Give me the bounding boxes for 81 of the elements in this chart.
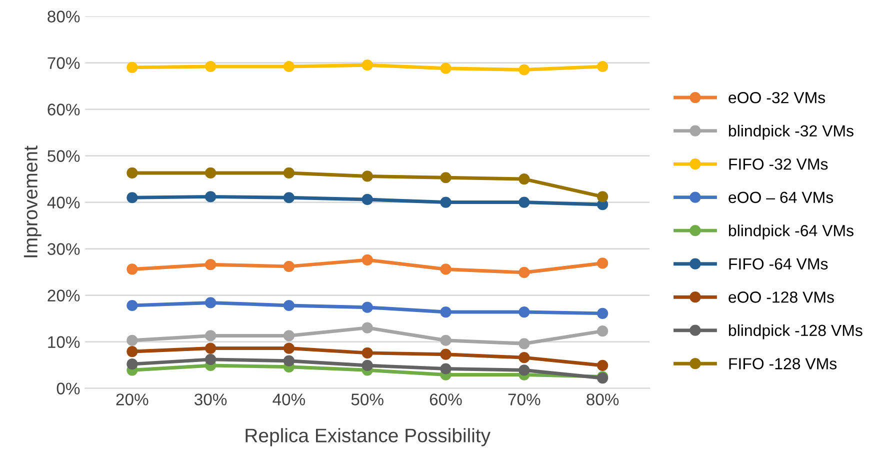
x-tick-label: 20% xyxy=(116,394,148,406)
y-tick-label: 20% xyxy=(48,290,80,302)
y-tick-label: 70% xyxy=(48,57,80,69)
point xyxy=(518,266,530,278)
point xyxy=(283,60,295,72)
point xyxy=(597,191,608,202)
point xyxy=(518,306,530,318)
x-tick-label: 40% xyxy=(272,394,306,406)
point xyxy=(597,326,608,337)
point xyxy=(205,354,216,365)
point xyxy=(518,364,530,376)
point xyxy=(440,196,452,208)
x-tick-label: 60% xyxy=(430,394,462,406)
point xyxy=(205,330,216,342)
point xyxy=(126,358,138,370)
point xyxy=(126,334,138,346)
point xyxy=(126,346,138,358)
point xyxy=(518,196,530,208)
point xyxy=(362,347,373,358)
x-tick-label: 30% xyxy=(194,394,227,406)
y-tick-label: 0% xyxy=(56,382,80,394)
point xyxy=(205,60,216,72)
legend-label: blindpick -64 VMs xyxy=(729,224,854,240)
legend-label: eOO -128 VMs xyxy=(728,292,834,303)
point xyxy=(126,264,138,275)
point xyxy=(283,330,295,342)
point xyxy=(518,352,530,364)
point xyxy=(362,302,373,313)
legend-label: eOO – 64 VMs xyxy=(728,192,834,204)
point xyxy=(205,297,216,308)
point xyxy=(362,254,373,266)
point xyxy=(597,258,608,269)
point xyxy=(283,300,295,312)
point xyxy=(283,192,295,204)
point xyxy=(597,308,608,319)
legend-label: blindpick -128 VMs xyxy=(729,324,862,340)
point xyxy=(518,64,530,76)
point xyxy=(205,167,216,179)
point xyxy=(283,260,295,272)
x-tick-label: 50% xyxy=(351,394,384,406)
point xyxy=(440,172,452,184)
point xyxy=(283,355,295,366)
point xyxy=(518,173,530,185)
point xyxy=(126,62,138,73)
point xyxy=(440,348,452,360)
point xyxy=(362,322,373,334)
point xyxy=(440,363,452,374)
point xyxy=(205,259,216,270)
point xyxy=(126,300,138,312)
point xyxy=(597,60,608,72)
point xyxy=(362,170,373,182)
point xyxy=(205,342,216,354)
legend-label: blindpick -32 VMs xyxy=(729,124,854,140)
x-tick-label: 80% xyxy=(586,394,619,406)
point xyxy=(440,62,452,74)
x-axis-title: Replica Existance Possibility xyxy=(246,428,491,446)
point xyxy=(126,167,138,179)
point xyxy=(126,192,138,204)
y-tick-label: 50% xyxy=(48,150,80,162)
point xyxy=(518,338,530,350)
point xyxy=(362,194,373,206)
point xyxy=(597,360,608,372)
y-tick-label: 80% xyxy=(48,10,80,22)
legend-label: eOO -32 VMs xyxy=(728,92,826,104)
legend-label: FIFO -64 VMs xyxy=(729,258,828,270)
point xyxy=(362,60,373,71)
y-tick-label: 60% xyxy=(48,104,80,116)
point xyxy=(205,191,216,202)
point xyxy=(440,306,452,318)
point xyxy=(283,342,295,354)
legend-label: FIFO -32 VMs xyxy=(729,158,828,170)
legend-label: FIFO -128 VMs xyxy=(729,358,837,370)
y-axis-title: Improvement xyxy=(24,146,42,258)
point xyxy=(440,264,452,275)
y-tick-label: 30% xyxy=(48,243,80,255)
point xyxy=(362,360,373,372)
y-tick-label: 40% xyxy=(47,196,80,208)
x-tick-label: 70% xyxy=(508,394,540,406)
point xyxy=(440,334,452,346)
y-tick-label: 10% xyxy=(48,336,80,348)
point xyxy=(283,167,295,179)
